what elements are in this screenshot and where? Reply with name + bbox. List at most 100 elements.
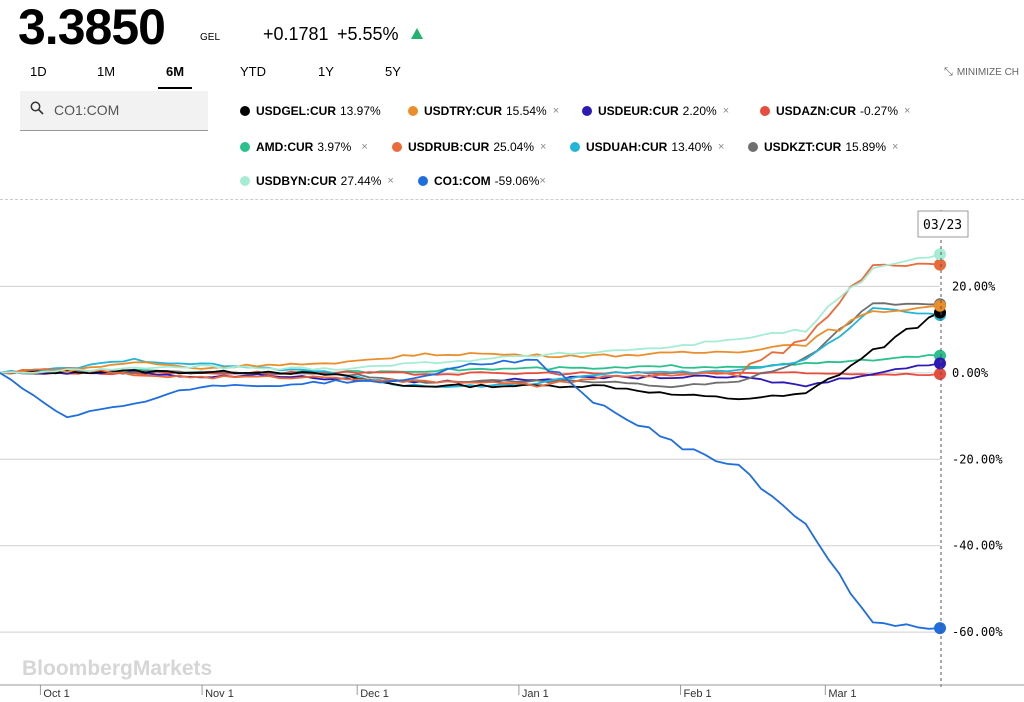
close-icon[interactable]: × (539, 175, 546, 187)
legend-dot (240, 142, 250, 152)
legend-name: USDAZN:CUR (776, 104, 856, 118)
grid-lines (0, 285, 940, 633)
legend-value: 27.44% (340, 174, 382, 188)
legend-name: AMD:CUR (256, 140, 314, 154)
up-arrow-icon (411, 28, 423, 39)
legend-name: CO1:COM (434, 174, 491, 188)
series-line-usduah-cur (0, 307, 941, 388)
search-box (20, 91, 208, 131)
y-tick-label: 0.00% (952, 366, 989, 380)
close-icon[interactable]: × (540, 141, 547, 153)
x-tick-label: Mar 1 (828, 688, 856, 700)
comparison-legend: USDGEL:CUR 13.97% USDTRY:CUR 15.54% × US… (230, 96, 970, 196)
legend-value: 13.40% (671, 140, 713, 154)
hover-date: 03/23 (923, 218, 962, 233)
legend-dot (570, 142, 580, 152)
search-input[interactable] (54, 97, 204, 123)
legend-name: USDBYN:CUR (256, 174, 337, 188)
tab-1y[interactable]: 1Y (318, 64, 334, 79)
legend-name: USDUAH:CUR (586, 140, 668, 154)
y-tick-label: -40.00% (952, 539, 1003, 553)
x-tick-label: Nov 1 (205, 688, 234, 700)
series-endpoints (934, 248, 946, 635)
close-icon[interactable]: × (722, 105, 730, 117)
legend-dot (408, 106, 418, 116)
x-tick-label: Oct 1 (43, 688, 69, 700)
series-endpoint-co1-com (934, 622, 946, 635)
legend-dot (392, 142, 402, 152)
tab-1d[interactable]: 1D (30, 64, 47, 79)
legend-name: USDKZT:CUR (764, 140, 842, 154)
legend-name: USDGEL:CUR (256, 104, 336, 118)
tab-5y[interactable]: 5Y (385, 64, 401, 79)
legend-dot (582, 106, 592, 116)
legend-item-usdrub[interactable]: USDRUB:CUR 25.04% × (392, 140, 546, 154)
legend-dot (418, 176, 428, 186)
bloomberg-watermark: BloombergMarkets (22, 657, 212, 680)
close-icon[interactable]: × (718, 141, 725, 153)
series-endpoint-usdrub-cur (934, 258, 946, 271)
legend-name: USDTRY:CUR (424, 104, 502, 118)
legend-item-usdeur[interactable]: USDEUR:CUR 2.20% × (582, 104, 729, 118)
legend-item-usdgel[interactable]: USDGEL:CUR 13.97% (240, 104, 387, 118)
legend-name: USDRUB:CUR (408, 140, 490, 154)
tab-1m[interactable]: 1M (97, 64, 116, 79)
close-icon[interactable]: × (892, 141, 899, 153)
y-tick-label: 20.00% (952, 279, 996, 293)
legend-dot (240, 106, 250, 116)
minimize-icon: ⤡ (944, 66, 953, 78)
series-line-co1-com (0, 358, 941, 630)
close-icon[interactable]: × (552, 105, 560, 117)
x-axis: Oct 1 Nov 1 Dec 1 Jan 1 Feb 1 Mar 1 (0, 684, 1024, 700)
close-icon[interactable]: × (361, 141, 368, 153)
legend-item-usdazn[interactable]: USDAZN:CUR -0.27% × (760, 104, 910, 118)
series-line-usdtry-cur (0, 304, 941, 375)
series-endpoint-usdazn-cur (934, 368, 946, 381)
legend-item-usdkzt[interactable]: USDKZT:CUR 15.89% × (748, 140, 898, 154)
legend-item-amd[interactable]: AMD:CUR 3.97% × (240, 140, 368, 154)
tab-ytd[interactable]: YTD (240, 64, 266, 79)
series-lines (0, 253, 941, 630)
series-endpoint-usdbyn-cur (934, 248, 946, 261)
price-change: +0.1781 (263, 24, 329, 44)
legend-item-co1[interactable]: CO1:COM -59.06% × (418, 174, 546, 188)
currency-label: GEL (200, 32, 221, 43)
legend-item-usdtry[interactable]: USDTRY:CUR 15.54% × (408, 104, 559, 118)
search-icon (30, 101, 44, 115)
series-endpoint-usdtry-cur (934, 299, 946, 312)
legend-value: 2.20% (682, 104, 717, 118)
quote-header: 3.3850 GEL +0.1781 +5.55% (0, 0, 1024, 60)
chart-top-divider (0, 199, 1024, 200)
legend-value: 13.97% (340, 104, 381, 118)
legend-value: -0.27% (860, 104, 899, 118)
legend-value: 15.89% (845, 140, 887, 154)
x-tick-label: Dec 1 (360, 688, 389, 700)
minimize-chart-button[interactable]: ⤡ MINIMIZE CH (944, 66, 1019, 79)
series-line-usdgel-cur (0, 311, 941, 401)
legend-item-usduah[interactable]: USDUAH:CUR 13.40% × (570, 140, 724, 154)
legend-value: 3.97% (317, 140, 352, 154)
legend-item-usdbyn[interactable]: USDBYN:CUR 27.44% × (240, 174, 394, 188)
hover-date-box: 03/23 (917, 210, 969, 238)
legend-dot (748, 142, 758, 152)
minimize-label: MINIMIZE CH (956, 67, 1020, 78)
series-line-usdbyn-cur (0, 253, 941, 374)
close-icon[interactable]: × (387, 175, 394, 187)
y-tick-label: -60.00% (952, 625, 1003, 639)
x-tick-label: Jan 1 (522, 688, 549, 700)
series-endpoint-usdeur-cur (934, 357, 946, 370)
legend-value: 15.54% (506, 104, 547, 118)
legend-dot (240, 176, 250, 186)
series-line-usdrub-cur (0, 262, 941, 388)
x-tick-label: Feb 1 (684, 688, 712, 700)
legend-dot (760, 106, 770, 116)
comparison-line-chart[interactable]: BloombergMarkets 03/23 20.00% 0.00% -20.00… (0, 200, 1024, 702)
legend-value: 25.04% (493, 140, 535, 154)
price-change-percent: +5.55% (337, 24, 399, 44)
legend-value: -59.06% (494, 174, 540, 188)
price-value: 3.3850 (18, 0, 166, 55)
legend-name: USDEUR:CUR (598, 104, 679, 118)
y-tick-label: -20.00% (952, 452, 1003, 466)
close-icon[interactable]: × (904, 105, 911, 117)
tab-6m[interactable]: 6M (158, 64, 193, 89)
